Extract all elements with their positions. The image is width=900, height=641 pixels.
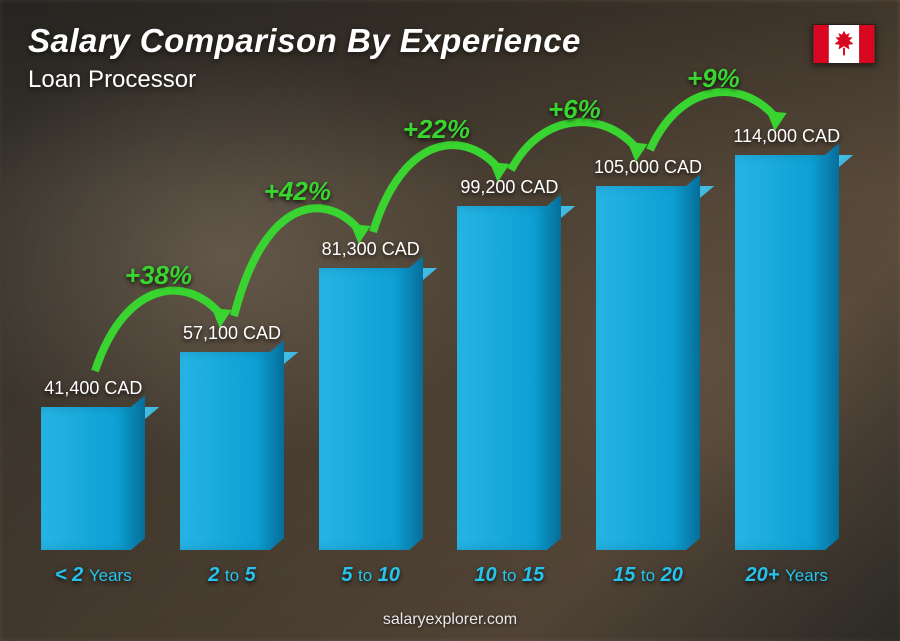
bar-column: 81,300 CAD 5 to 10 [307, 239, 434, 587]
bar-3d [319, 268, 423, 550]
bar-category-label: 2 to 5 [208, 564, 256, 587]
bar-3d [180, 352, 284, 550]
bar-category-label: 15 to 20 [613, 564, 683, 587]
bar-3d [41, 407, 145, 550]
chart-content: Salary Comparison By Experience Loan Pro… [0, 0, 900, 641]
bar-category-label: 10 to 15 [474, 564, 544, 587]
bar-value-label: 99,200 CAD [460, 177, 558, 198]
bar-category-label: 5 to 10 [341, 564, 400, 587]
bar-value-label: 41,400 CAD [44, 378, 142, 399]
chart-title: Salary Comparison By Experience [28, 22, 581, 60]
canada-flag-icon [812, 24, 876, 64]
bar-column: 41,400 CAD < 2 Years [30, 378, 157, 587]
bar-column: 114,000 CAD 20+ Years [723, 126, 850, 587]
bar-3d [596, 186, 700, 550]
bar-3d [457, 206, 561, 550]
bar-column: 57,100 CAD 2 to 5 [169, 323, 296, 587]
bar-value-label: 114,000 CAD [733, 126, 840, 147]
chart-subtitle: Loan Processor [28, 66, 581, 94]
title-block: Salary Comparison By Experience Loan Pro… [28, 22, 581, 94]
bar-column: 99,200 CAD 10 to 15 [446, 177, 573, 587]
bar-value-label: 81,300 CAD [322, 239, 420, 260]
bar-value-label: 57,100 CAD [183, 323, 281, 344]
bar-category-label: 20+ Years [746, 564, 828, 587]
bar-column: 105,000 CAD 15 to 20 [585, 157, 712, 587]
chart-area: 41,400 CAD < 2 Years 57,100 CAD 2 to 5 8… [30, 117, 850, 587]
footer-attribution: salaryexplorer.com [0, 611, 900, 629]
percent-increase-label: +9% [687, 63, 740, 93]
bar-category-label: < 2 Years [55, 564, 132, 587]
bar-3d [735, 155, 839, 550]
bar-value-label: 105,000 CAD [594, 157, 702, 178]
